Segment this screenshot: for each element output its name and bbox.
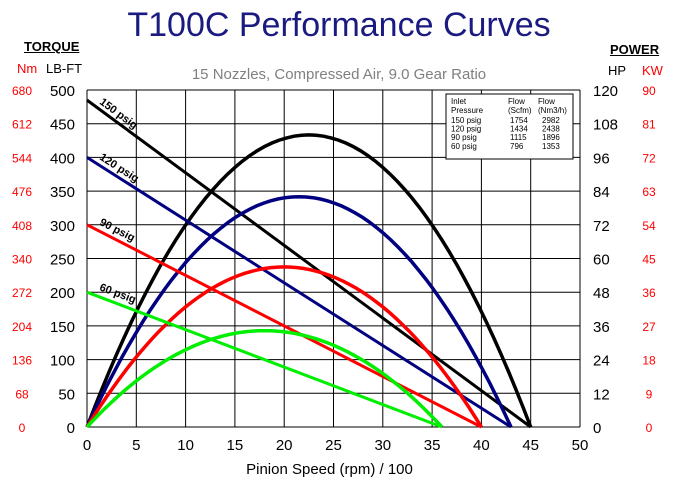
flow-table-cell: 1896 [542, 133, 560, 142]
y-tick-label-lbft: 250 [50, 252, 75, 269]
x-tick-label: 50 [572, 437, 589, 454]
y-tick-label-nm: 476 [12, 185, 32, 199]
y-tick-label-nm: 340 [12, 253, 32, 267]
power-kw-label: KW [642, 63, 663, 78]
torque-line [86, 156, 512, 429]
y-tick-label-kw: 81 [642, 118, 656, 132]
y-tick-label-lbft: 350 [50, 184, 75, 201]
flow-table-cell: 120 psig [451, 125, 481, 134]
y-tick-label-nm: 204 [12, 320, 32, 334]
power-curve [85, 133, 533, 428]
x-tick-label: 20 [276, 437, 293, 454]
x-tick-label: 15 [227, 437, 244, 454]
y-tick-label-hp: 108 [593, 117, 618, 134]
y-tick-label-lbft: 450 [50, 117, 75, 134]
y-tick-label-lbft: 300 [50, 218, 75, 235]
y-tick-label-hp: 84 [593, 184, 610, 201]
y-tick-label-kw: 27 [642, 320, 656, 334]
y-tick-label-lbft: 100 [50, 353, 75, 370]
torque-line [86, 290, 443, 429]
flow-table-header: Flow [508, 97, 525, 106]
y-tick-label-nm: 136 [12, 354, 32, 368]
y-tick-label-nm: 544 [12, 151, 32, 165]
y-tick-label-lbft: 150 [50, 319, 75, 336]
flow-table-header: Flow [538, 97, 555, 106]
x-tick-label: 0 [83, 437, 91, 454]
y-tick-label-kw: 45 [642, 253, 656, 267]
y-tick-label-hp: 96 [593, 150, 610, 167]
y-tick-label-kw: 90 [642, 84, 656, 98]
power-hp-label: HP [608, 63, 627, 78]
y-tick-label-nm: 0 [19, 421, 26, 435]
flow-table-header: (Nm3/h) [538, 106, 567, 115]
y-tick-label-nm: 408 [12, 219, 32, 233]
x-tick-label: 45 [522, 437, 539, 454]
x-axis-label: Pinion Speed (rpm) / 100 [246, 461, 413, 478]
y-tick-label-kw: 54 [642, 219, 656, 233]
x-tick-label: 25 [325, 437, 342, 454]
flow-table-header: Inlet [451, 97, 467, 106]
y-tick-label-kw: 18 [642, 354, 656, 368]
flow-table [445, 93, 574, 160]
flow-table-cell: 150 psig [451, 116, 481, 125]
x-tick-label: 30 [374, 437, 391, 454]
y-tick-label-nm: 612 [12, 118, 32, 132]
flow-table-header: (Scfm) [508, 106, 532, 115]
y-tick-label-hp: 60 [593, 252, 610, 269]
y-tick-label-hp: 12 [593, 386, 610, 403]
flow-table-cell: 2982 [542, 116, 560, 125]
power-curve [85, 265, 483, 428]
x-tick-label: 5 [132, 437, 140, 454]
torque-nm-label: Nm [17, 61, 38, 76]
chart-subtitle: 15 Nozzles, Compressed Air, 9.0 Gear Rat… [191, 66, 487, 83]
y-tick-label-kw: 0 [646, 421, 653, 435]
torque-line [86, 98, 532, 429]
x-tick-label: 10 [177, 437, 194, 454]
flow-table-cell: 1434 [510, 125, 528, 134]
x-tick-label: 40 [473, 437, 490, 454]
flow-table-cell: 2438 [542, 125, 560, 134]
y-tick-label-lbft: 400 [50, 150, 75, 167]
y-tick-label-hp: 48 [593, 285, 610, 302]
torque-line [86, 223, 483, 429]
y-tick-label-kw: 36 [642, 286, 656, 300]
y-tick-label-nm: 68 [15, 387, 29, 401]
x-tick-label: 35 [424, 437, 441, 454]
torque-header: TORQUE [24, 39, 80, 54]
y-tick-label-lbft: 500 [50, 83, 75, 100]
flow-table-cell: 1115 [510, 133, 527, 142]
y-tick-label-lbft: 50 [58, 386, 75, 403]
flow-table-cell: 90 psig [451, 133, 477, 142]
flow-table-cell: 1353 [542, 142, 560, 151]
power-curve [85, 194, 513, 428]
y-tick-label-nm: 680 [12, 84, 32, 98]
y-tick-label-hp: 36 [593, 319, 610, 336]
flow-table-cell: 60 psig [451, 142, 477, 151]
y-tick-label-kw: 9 [646, 387, 653, 401]
y-tick-label-kw: 63 [642, 185, 656, 199]
flow-table-cell: 796 [510, 142, 524, 151]
y-tick-label-lbft: 200 [50, 285, 75, 302]
power-header: POWER [610, 42, 660, 57]
y-tick-label-kw: 72 [642, 151, 656, 165]
flow-table-header: Pressure [451, 106, 484, 115]
flow-table-cell: 1754 [510, 116, 528, 125]
torque-lbft-label: LB-FT [46, 61, 83, 76]
y-tick-label-hp: 24 [593, 353, 610, 370]
y-tick-label-lbft: 0 [67, 420, 75, 437]
chart-title: T100C Performance Curves [127, 6, 551, 44]
y-tick-label-hp: 0 [593, 420, 601, 437]
y-tick-label-nm: 272 [12, 286, 32, 300]
y-tick-label-hp: 120 [593, 83, 618, 100]
y-tick-label-hp: 72 [593, 218, 610, 235]
power-curve [85, 328, 444, 429]
